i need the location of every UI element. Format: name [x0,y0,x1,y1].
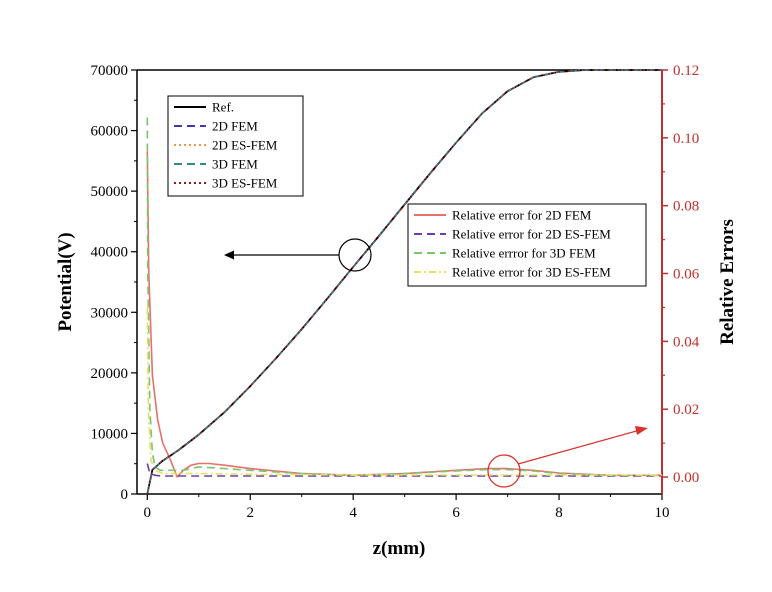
error-series-line [146,463,662,477]
arrowhead-right-icon [635,426,648,435]
right-y-tick-label: 0.04 [673,334,700,350]
x-tick-label: 10 [655,505,670,521]
left-y-tick-label: 60000 [91,124,129,140]
legend-potential-label: Ref. [212,100,234,115]
annotation-potential [224,238,372,272]
legend-potential-label: 3D ES-FEM [212,176,278,191]
right-y-tick-label: 0.10 [673,131,699,147]
potential-series-line [146,69,662,495]
error-series-line [146,151,662,478]
x-tick-label: 8 [555,505,563,521]
legend-potential-label: 2D ES-FEM [212,138,278,153]
legend-potential-items: Ref. 2D FEM 2D ES-FEM 3D FEM 3D ES-FEM [174,100,278,191]
legend-error-box [407,203,647,287]
x-tick-label: 2 [246,505,254,521]
left-y-tick-label: 30000 [91,305,129,321]
right-y-tick-label: 0.08 [673,199,699,215]
annotation-error [487,426,648,488]
potential-series-group [146,69,662,495]
x-tick-label: 6 [452,505,460,521]
error-series-line [146,117,662,477]
right-y-axis-ticks: 0.00 0.02 0.04 0.06 0.08 0.10 0.12 [662,63,700,486]
error-series-group [146,117,662,478]
right-y-tick-label: 0.02 [673,402,699,418]
right-y-tick-label: 0.12 [673,63,699,79]
left-y-tick-label: 20000 [91,366,129,382]
right-y-axis-title: Relative Errors [717,219,738,345]
legend-error-label: Relative error for 2D FEM [452,208,592,223]
annotation-circle-error [487,454,521,488]
x-axis-title: z(mm) [373,538,426,559]
x-tick-label: 0 [144,505,152,521]
right-y-tick-label: 0.00 [673,470,699,486]
legend-potential: Ref. 2D FEM 2D ES-FEM 3D FEM 3D ES-FEM [167,95,304,197]
legend-error: Relative error for 2D FEM Relative error … [407,203,647,287]
right-y-tick-label: 0.06 [673,267,700,283]
x-axis-ticks: 0 2 4 6 8 10 [144,494,670,521]
left-y-tick-label: 50000 [91,184,129,200]
error-series-line [146,307,662,476]
legend-potential-label: 2D FEM [212,119,258,134]
arrowhead-left-icon [224,250,234,260]
left-y-tick-label: 40000 [91,245,129,261]
left-y-tick-label: 0 [121,487,129,503]
x-tick-label: 4 [349,505,357,521]
left-y-tick-label: 70000 [91,63,129,79]
legend-error-label: Relative errror for 3D FEM [452,246,596,261]
left-y-axis-title: Potential(V) [55,232,76,331]
legend-error-label: Relative error for 2D ES-FEM [452,227,611,242]
legend-error-label: Relative error for 3D ES-FEM [452,265,611,280]
annotation-arrow-right [517,429,641,465]
annotation-circle-potential [338,238,372,272]
legend-potential-label: 3D FEM [212,157,258,172]
left-y-tick-label: 10000 [91,426,129,442]
legend-error-items: Relative error for 2D FEM Relative error … [414,208,611,280]
left-y-axis-ticks: 0 10000 20000 30000 40000 50000 60000 70000 [91,63,137,503]
